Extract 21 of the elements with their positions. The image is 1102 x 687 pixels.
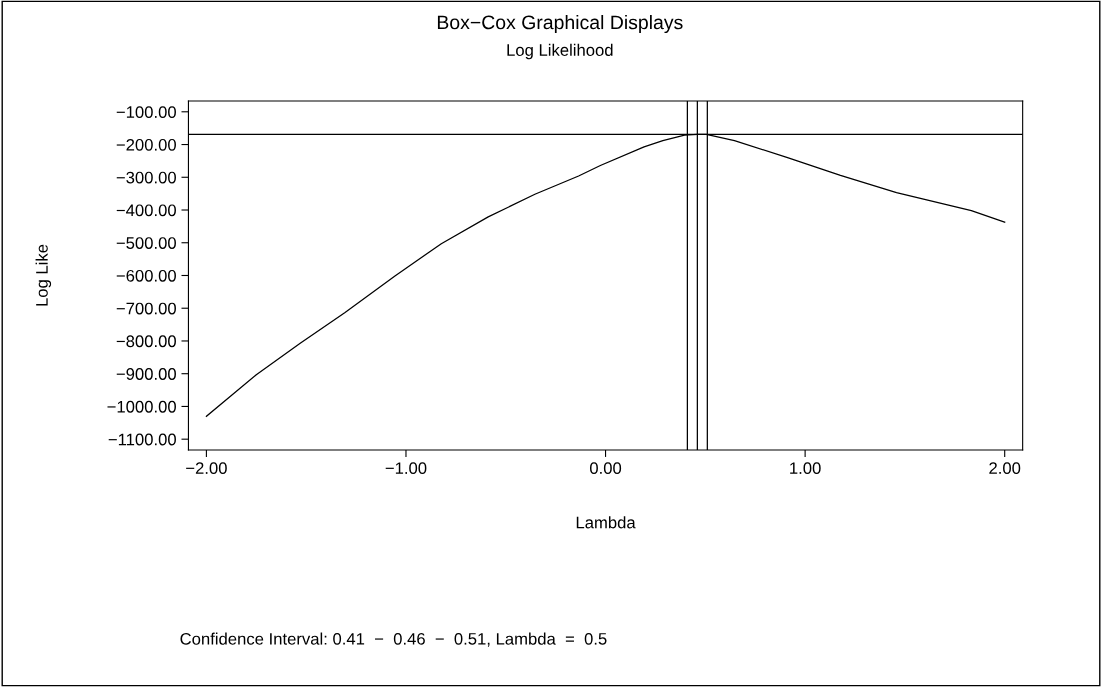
x-tick-label: 2.00 [989,462,1021,475]
y-tick-label: −300.00 [116,171,176,184]
text: Confidence Interval: 0.41 − 0.46 − 0.51, Lambda = 0.5 [180,632,607,647]
y-tick-label: −700.00 [116,302,176,315]
x-axis-title: Lambda [576,516,636,529]
y-tick-label: −900.00 [116,368,176,380]
y-tick-label: −400.00 [116,204,176,217]
x-tick-label: −1.00 [385,462,427,475]
y-tick-label: −100.00 [116,106,176,118]
x-tick-label: −2.00 [186,462,227,475]
y-tick-label: −1000.00 [107,400,176,413]
y-tick-label: −200.00 [116,138,176,151]
y-tick-label: −1100.00 [108,433,176,446]
y-tick-label: −500.00 [116,237,176,249]
chart-title: Box−Cox Graphical Displays [437,14,683,34]
y-axis-title: Log Like [35,244,52,306]
y-tick-label: −800.00 [116,335,176,348]
chart-subtitle: Log Likelihood [507,43,613,60]
x-tick-label: 1.00 [790,462,821,475]
y-tick-label: −600.00 [116,269,176,282]
x-tick-label: 0.00 [589,462,622,475]
